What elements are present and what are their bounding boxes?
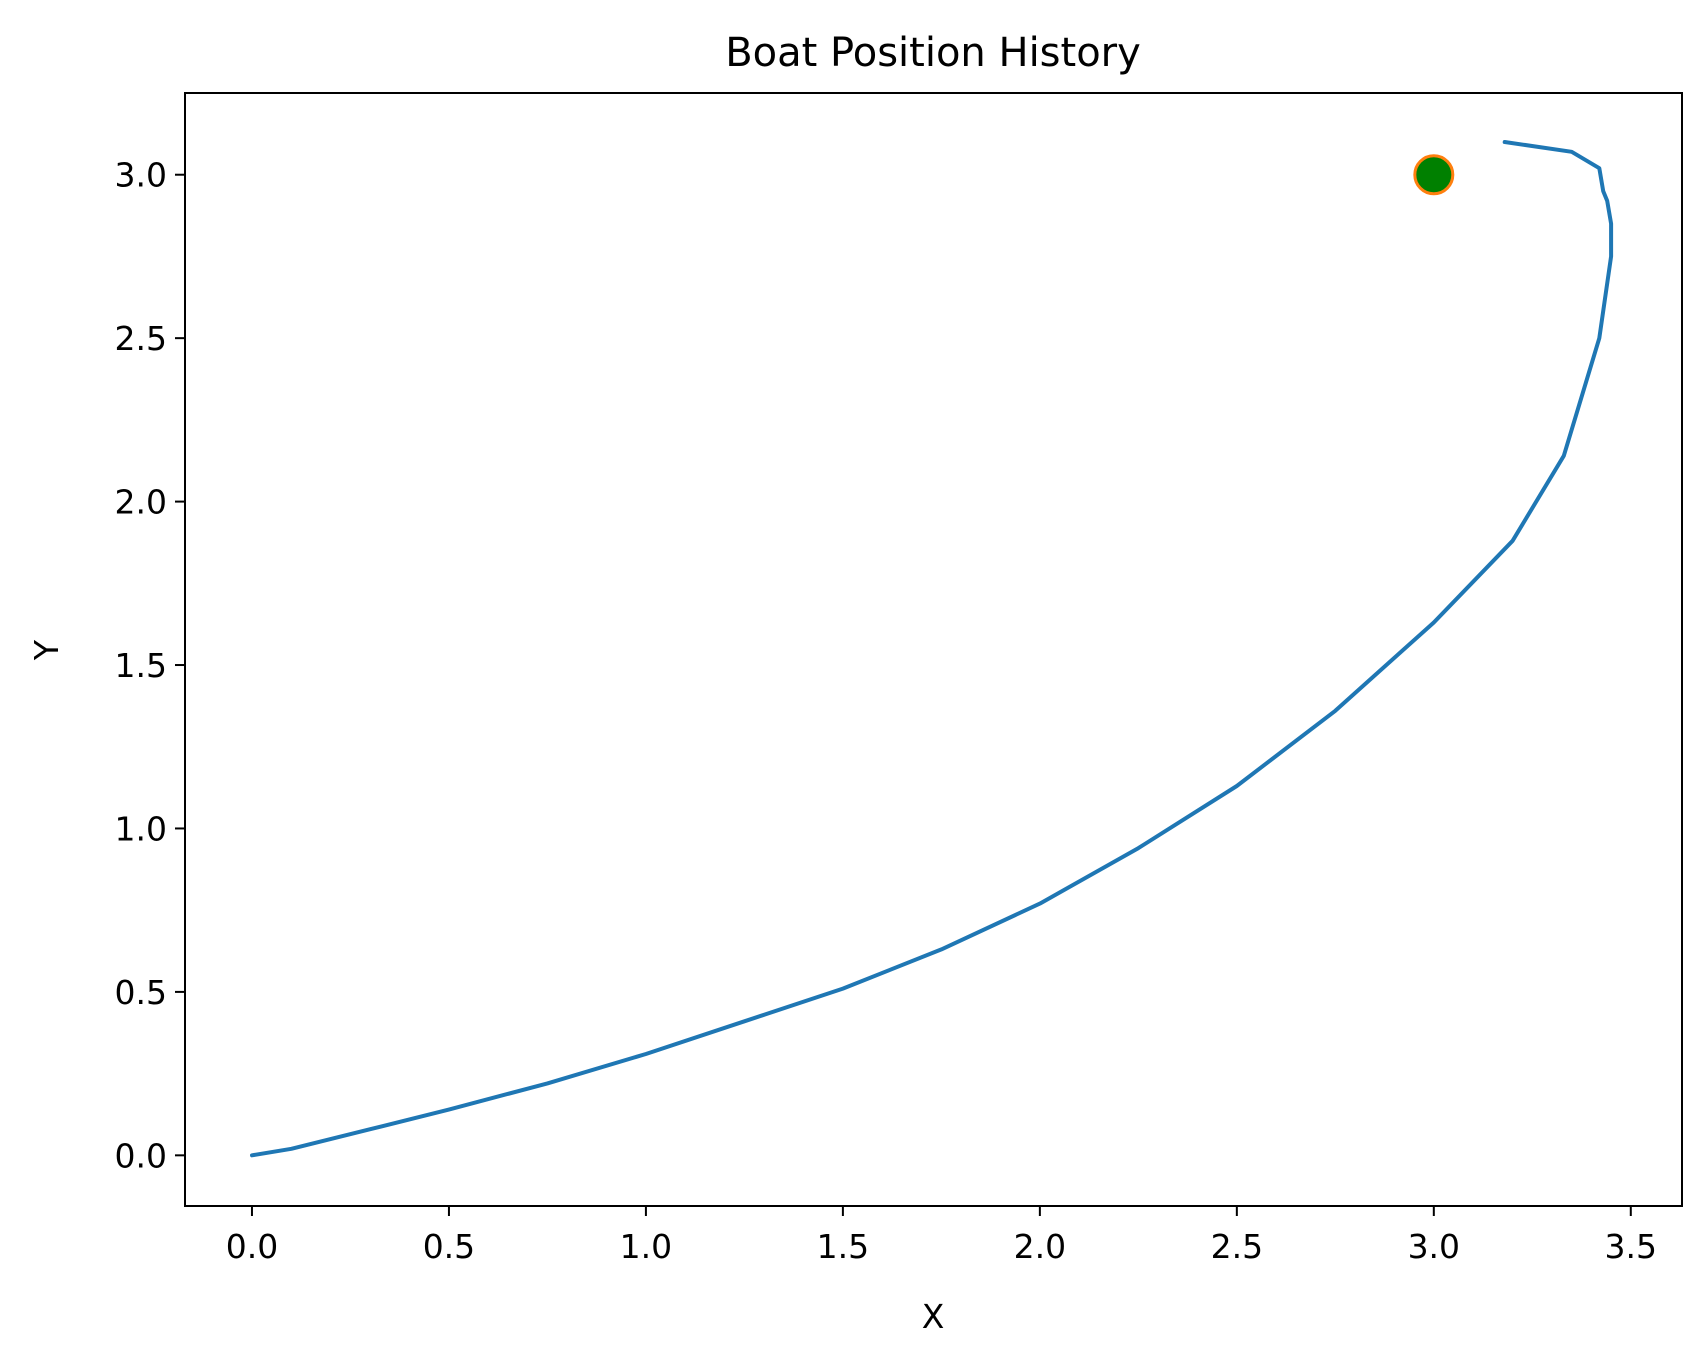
x-tick-label: 3.0 — [1408, 1227, 1460, 1266]
y-tick-label: 0.5 — [115, 973, 167, 1012]
x-tick-label: 2.0 — [1014, 1227, 1066, 1266]
y-tick-label: 1.0 — [115, 809, 167, 848]
y-tick-label: 3.0 — [115, 156, 167, 195]
x-axis: 0.0 0.5 1.0 1.5 2.0 2.5 3.0 3.5 — [226, 1206, 1657, 1266]
x-tick-label: 2.5 — [1211, 1227, 1263, 1266]
x-tick-label: 1.5 — [817, 1227, 869, 1266]
axes-frame — [184, 92, 1683, 1207]
x-tick-label: 3.5 — [1605, 1227, 1657, 1266]
trajectory-line — [250, 140, 1614, 1158]
x-tick-label: 1.0 — [620, 1227, 672, 1266]
x-tick-label: 0.0 — [226, 1227, 278, 1266]
x-tick-label: 0.5 — [423, 1227, 475, 1266]
target-marker — [1413, 154, 1455, 196]
y-tick-label: 0.0 — [115, 1136, 167, 1175]
y-tick-label: 1.5 — [115, 646, 167, 685]
plot-area — [250, 140, 1614, 1158]
y-tick-label: 2.0 — [115, 483, 167, 522]
chart-title: Boat Position History — [725, 30, 1141, 76]
y-axis: 0.0 0.5 1.0 1.5 2.0 2.5 3.0 — [115, 156, 185, 1175]
y-tick-label: 2.5 — [115, 319, 167, 358]
y-axis-label: Y — [27, 639, 66, 661]
x-axis-label: X — [922, 1297, 945, 1336]
